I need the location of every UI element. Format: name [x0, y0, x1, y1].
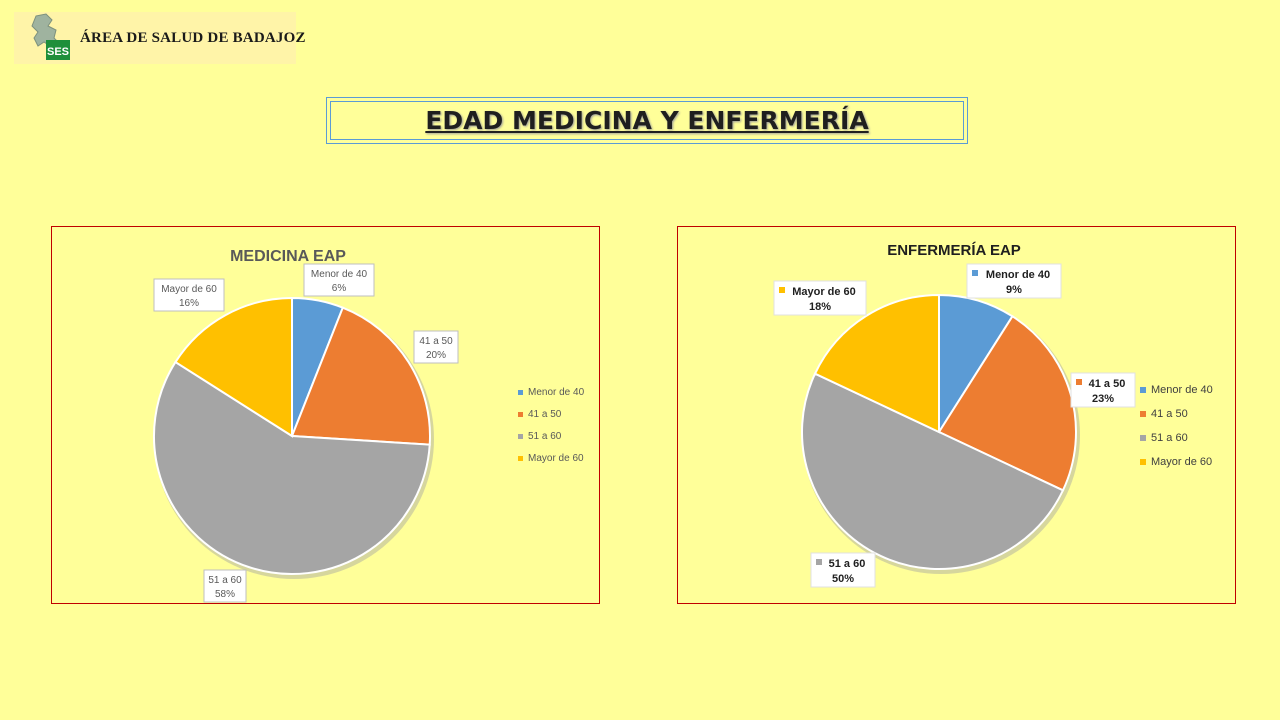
data-label-category: 51 a 60 [208, 575, 242, 586]
legend-label: 41 a 50 [1151, 408, 1188, 420]
legend-label: Mayor de 60 [528, 453, 584, 464]
pie-chart-medicina: MEDICINA EAP Menor de 40 6% 41 a 50 20% 51 a … [153, 248, 585, 603]
legend-item-51-a-60: 51 a 60 [518, 431, 562, 442]
data-label-mayor-de-60: Mayor de 60 18% [773, 280, 867, 316]
data-label-percent: 58% [215, 589, 235, 600]
data-label-category: Menor de 40 [311, 269, 368, 280]
data-label-key-51-a-60 [816, 559, 822, 565]
pie-slice-41-a-50 [937, 314, 1077, 492]
data-label-key-menor-de-40 [972, 270, 978, 276]
legend-swatch [518, 456, 523, 461]
legend-label: 51 a 60 [1151, 432, 1188, 444]
data-label-key-mayor-de-60 [779, 287, 785, 293]
legend-label: Menor de 40 [528, 387, 585, 398]
legend-swatch [518, 434, 523, 439]
legend-swatch [1140, 387, 1146, 393]
legend-label: 51 a 60 [528, 431, 562, 442]
legend-item-41-a-50: 41 a 50 [1140, 408, 1188, 420]
data-label-percent: 9% [1006, 284, 1022, 296]
legend-item-menor-de-40: Menor de 40 [518, 387, 585, 398]
legend-item-mayor-de-60: Mayor de 60 [518, 453, 584, 464]
pie-chart-enfermeria: ENFERMERÍA EAP Menor de 40 9% 41 a 50 23% 51 … [773, 242, 1213, 588]
legend-swatch [1140, 435, 1146, 441]
data-label-percent: 20% [426, 350, 446, 361]
legend-item-menor-de-40: Menor de 40 [1140, 384, 1213, 396]
legend-item-mayor-de-60: Mayor de 60 [1140, 456, 1212, 468]
data-label-menor-de-40: Menor de 40 9% [966, 263, 1062, 299]
legend-swatch [1140, 459, 1146, 465]
pie-slice-mayor-de-60 [174, 296, 293, 438]
chart-title-medicina: MEDICINA EAP [230, 248, 346, 265]
data-label-51-a-60: 51 a 60 50% [810, 552, 876, 588]
page-title-text: EDAD MEDICINA Y ENFERMERÍA [425, 106, 869, 135]
data-label-41-a-50: 41 a 50 23% [1070, 372, 1136, 408]
data-label-category: 41 a 50 [419, 336, 453, 347]
pie-slice-51-a-60 [801, 372, 1065, 570]
data-label-category: Mayor de 60 [792, 286, 856, 298]
data-label-mayor-de-60: Mayor de 60 16% [153, 278, 225, 312]
legend-swatch [518, 412, 523, 417]
data-label-percent: 6% [332, 283, 347, 294]
data-label-category: Menor de 40 [986, 269, 1050, 281]
data-label-key-41-a-50 [1076, 379, 1082, 385]
legend-label: Menor de 40 [1151, 384, 1213, 396]
data-label-percent: 18% [809, 301, 831, 313]
legend-swatch [1140, 411, 1146, 417]
data-label-category: 51 a 60 [829, 558, 866, 570]
pie-slice-41-a-50 [290, 306, 431, 446]
legend-label: Mayor de 60 [1151, 456, 1212, 468]
data-label-41-a-50: 41 a 50 20% [413, 330, 459, 364]
page-title-frame [330, 101, 964, 140]
legend-item-51-a-60: 51 a 60 [1140, 432, 1188, 444]
logo: SES ÁREA DE SALUD DE BADAJOZ [14, 12, 305, 64]
logo-text: ÁREA DE SALUD DE BADAJOZ [80, 30, 306, 46]
legend-label: 41 a 50 [528, 409, 562, 420]
chart-title-enfermeria: ENFERMERÍA EAP [887, 242, 1021, 259]
legend-swatch [518, 390, 523, 395]
data-label-category: Mayor de 60 [161, 284, 217, 295]
chart-panel-enfermeria: ENFERMERÍA EAP Menor de 40 9% 41 a 50 23% 51 … [677, 226, 1236, 604]
legend-item-41-a-50: 41 a 50 [518, 409, 562, 420]
data-label-51-a-60: 51 a 60 58% [203, 569, 247, 603]
data-label-menor-de-40: Menor de 40 6% [303, 263, 375, 297]
data-label-percent: 50% [832, 573, 854, 585]
page-title: EDAD MEDICINA Y ENFERMERÍA [326, 97, 968, 144]
data-label-percent: 23% [1092, 393, 1114, 405]
chart-panel-medicina: MEDICINA EAP Menor de 40 6% 41 a 50 20% 51 a … [51, 226, 600, 604]
ses-logo-icon: SES [31, 13, 70, 60]
pie-slice-mayor-de-60 [813, 293, 940, 434]
pie-slice-51-a-60 [153, 360, 431, 575]
data-label-percent: 16% [179, 298, 199, 309]
ses-badge-text: SES [47, 46, 69, 58]
data-label-category: 41 a 50 [1089, 378, 1126, 390]
